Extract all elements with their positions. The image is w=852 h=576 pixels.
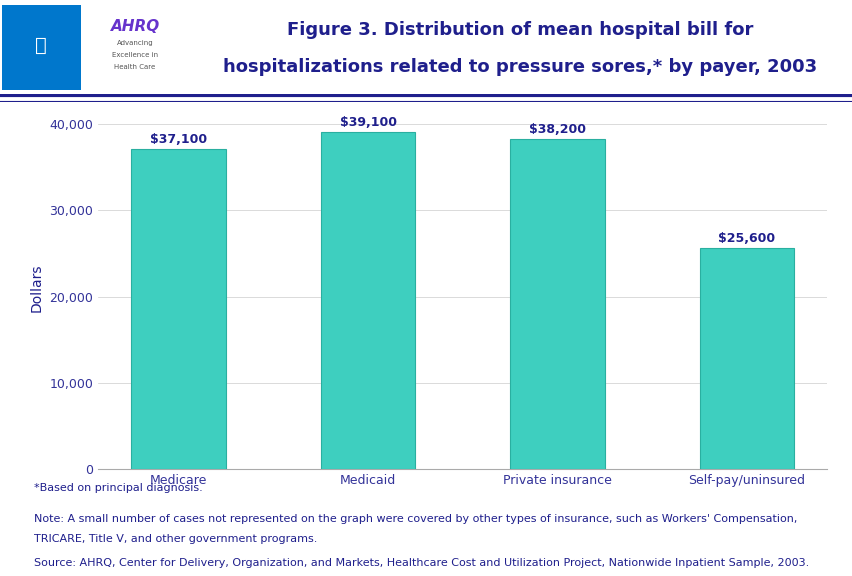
Bar <box>2 5 81 90</box>
Text: $39,100: $39,100 <box>339 116 396 128</box>
Y-axis label: Dollars: Dollars <box>30 264 43 312</box>
Text: 🦅: 🦅 <box>36 36 47 55</box>
Text: $38,200: $38,200 <box>528 123 585 137</box>
Text: hospitalizations related to pressure sores,* by payer, 2003: hospitalizations related to pressure sor… <box>223 58 816 75</box>
Text: Excellence in: Excellence in <box>112 52 158 58</box>
Text: $25,600: $25,600 <box>717 232 774 245</box>
Text: AHRQ: AHRQ <box>111 19 159 34</box>
Text: TRICARE, Title V, and other government programs.: TRICARE, Title V, and other government p… <box>34 533 317 544</box>
Text: $37,100: $37,100 <box>150 133 207 146</box>
Text: Source: AHRQ, Center for Delivery, Organization, and Markets, Healthcare Cost an: Source: AHRQ, Center for Delivery, Organ… <box>34 558 809 568</box>
Text: Note: A small number of cases not represented on the graph were covered by other: Note: A small number of cases not repres… <box>34 514 797 524</box>
Bar <box>509 139 604 469</box>
Bar <box>320 132 415 469</box>
Bar <box>131 149 226 469</box>
Text: Health Care: Health Care <box>114 63 156 70</box>
Text: Figure 3. Distribution of mean hospital bill for: Figure 3. Distribution of mean hospital … <box>287 21 752 39</box>
Text: Advancing: Advancing <box>117 40 153 46</box>
Bar <box>699 248 793 469</box>
Text: *Based on principal diagnosis.: *Based on principal diagnosis. <box>34 483 203 493</box>
